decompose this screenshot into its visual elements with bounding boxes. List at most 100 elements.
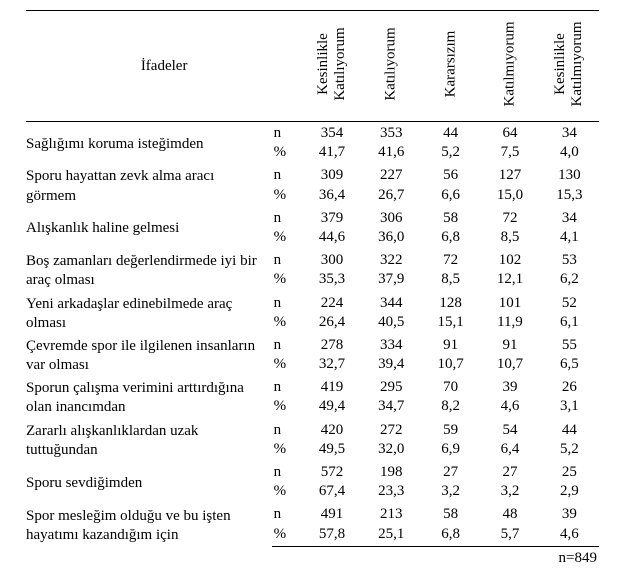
resp-header-2-label: Kararsızım: [442, 30, 459, 97]
statement-cell: Sporun çalışma verimini arttırdığına ola…: [26, 376, 272, 418]
value-cell: 306: [362, 207, 421, 228]
value-cell: 128: [421, 292, 480, 313]
marker-n: n: [272, 292, 303, 313]
value-cell: 55: [540, 334, 599, 355]
resp-header-3-label: Katılmıyorum: [501, 21, 518, 106]
table-row: Sporun çalışma verimini arttırdığına ola…: [26, 376, 599, 397]
value-cell: 4,0: [540, 143, 599, 164]
marker-pct: %: [272, 440, 303, 461]
value-cell: 35,3: [302, 270, 361, 291]
value-cell: 5,2: [540, 440, 599, 461]
value-cell: 5,7: [480, 525, 539, 547]
value-cell: 56: [421, 164, 480, 185]
value-cell: 6,8: [421, 228, 480, 249]
value-cell: 49,5: [302, 440, 361, 461]
value-cell: 213: [362, 503, 421, 524]
value-cell: 6,8: [421, 525, 480, 547]
value-cell: 27: [421, 461, 480, 482]
value-cell: 32,0: [362, 440, 421, 461]
table-row: Sağlığımı koruma isteğimdenn354353446434: [26, 122, 599, 144]
value-cell: 379: [302, 207, 361, 228]
marker-n: n: [272, 419, 303, 440]
value-cell: 52: [540, 292, 599, 313]
value-cell: 322: [362, 249, 421, 270]
value-cell: 4,6: [540, 525, 599, 547]
value-cell: 91: [421, 334, 480, 355]
value-cell: 39,4: [362, 355, 421, 376]
value-cell: 3,2: [421, 482, 480, 503]
value-cell: 6,6: [421, 186, 480, 207]
table-row: Boş zamanları değerlendirmede iyi bir ar…: [26, 249, 599, 270]
value-cell: 4,6: [480, 397, 539, 418]
value-cell: 26: [540, 376, 599, 397]
value-cell: 91: [480, 334, 539, 355]
resp-header-4-label: KesinlikleKatılmıyorum: [552, 21, 587, 106]
value-cell: 278: [302, 334, 361, 355]
value-cell: 41,6: [362, 143, 421, 164]
value-cell: 39: [480, 376, 539, 397]
resp-header-1: Katılıyorum: [362, 11, 421, 122]
resp-header-4: KesinlikleKatılmıyorum: [540, 11, 599, 122]
statement-cell: Sağlığımı koruma isteğimden: [26, 122, 272, 165]
value-cell: 48: [480, 503, 539, 524]
value-cell: 34: [540, 207, 599, 228]
value-cell: 25: [540, 461, 599, 482]
value-cell: 419: [302, 376, 361, 397]
value-cell: 12,1: [480, 270, 539, 291]
value-cell: 26,4: [302, 313, 361, 334]
value-cell: 127: [480, 164, 539, 185]
table-row: Zararlı alışkanlıklardan uzak tuttuğunda…: [26, 419, 599, 440]
value-cell: 272: [362, 419, 421, 440]
value-cell: 25,1: [362, 525, 421, 547]
statement-cell: Spor mesleğim olduğu ve bu işten hayatım…: [26, 503, 272, 546]
marker-pct: %: [272, 270, 303, 291]
table-row: Çevremde spor ile ilgilenen insanların v…: [26, 334, 599, 355]
marker-n: n: [272, 164, 303, 185]
marker-n: n: [272, 376, 303, 397]
value-cell: 6,9: [421, 440, 480, 461]
value-cell: 15,0: [480, 186, 539, 207]
value-cell: 57,8: [302, 525, 361, 547]
table-row: Alışkanlık haline gelmesin379306587234: [26, 207, 599, 228]
value-cell: 8,5: [421, 270, 480, 291]
marker-pct: %: [272, 397, 303, 418]
table-row: Spor mesleğim olduğu ve bu işten hayatım…: [26, 503, 599, 524]
marker-n: n: [272, 249, 303, 270]
statement-cell: Boş zamanları değerlendirmede iyi bir ar…: [26, 249, 272, 291]
statement-cell: Sporu hayattan zevk alma aracı görmem: [26, 164, 272, 206]
value-cell: 67,4: [302, 482, 361, 503]
value-cell: 72: [480, 207, 539, 228]
marker-pct: %: [272, 525, 303, 547]
statement-cell: Zararlı alışkanlıklardan uzak tuttuğunda…: [26, 419, 272, 461]
resp-header-0-label: KesinlikleKatılıyorum: [315, 27, 350, 100]
value-cell: 41,7: [302, 143, 361, 164]
marker-n: n: [272, 122, 303, 144]
survey-table: İfadeler KesinlikleKatılıyorum Katılıyor…: [26, 10, 599, 547]
value-cell: 27: [480, 461, 539, 482]
marker-n: n: [272, 461, 303, 482]
resp-header-0: KesinlikleKatılıyorum: [302, 11, 361, 122]
value-cell: 300: [302, 249, 361, 270]
value-cell: 6,1: [540, 313, 599, 334]
value-cell: 2,9: [540, 482, 599, 503]
value-cell: 198: [362, 461, 421, 482]
resp-header-3: Katılmıyorum: [480, 11, 539, 122]
marker-pct: %: [272, 313, 303, 334]
value-cell: 58: [421, 503, 480, 524]
value-cell: 10,7: [421, 355, 480, 376]
value-cell: 354: [302, 122, 361, 144]
table-row: Sporu sevdiğimdenn572198272725: [26, 461, 599, 482]
value-cell: 15,3: [540, 186, 599, 207]
value-cell: 224: [302, 292, 361, 313]
marker-pct: %: [272, 228, 303, 249]
header-row: İfadeler KesinlikleKatılıyorum Katılıyor…: [26, 11, 599, 122]
value-cell: 23,3: [362, 482, 421, 503]
marker-pct: %: [272, 143, 303, 164]
value-cell: 334: [362, 334, 421, 355]
value-cell: 10,7: [480, 355, 539, 376]
value-cell: 37,9: [362, 270, 421, 291]
value-cell: 26,7: [362, 186, 421, 207]
value-cell: 39: [540, 503, 599, 524]
value-cell: 34,7: [362, 397, 421, 418]
value-cell: 40,5: [362, 313, 421, 334]
